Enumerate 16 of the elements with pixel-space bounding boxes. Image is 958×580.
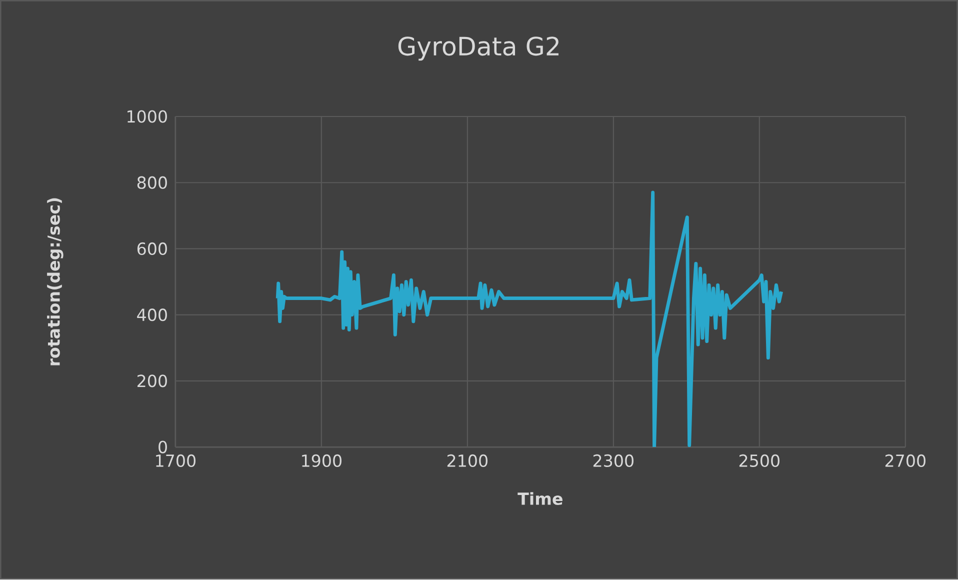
y-tick-label: 200 [138,374,167,388]
x-tick-label: 2300 [593,454,634,468]
y-tick-label: 400 [137,308,167,322]
x-tick-label: 1900 [302,454,342,468]
line-series [276,191,784,448]
x-tick-label: 2100 [447,454,488,468]
x-axis-title: Time [518,492,562,506]
y-axis-title: rotation(deg:/sec) [47,198,64,366]
y-tick-label: 800 [137,176,167,190]
y-tick-label: 600 [137,242,167,256]
y-tick-label: 0 [158,440,167,454]
x-tick-label: 2700 [885,454,926,468]
x-tick-label: 2500 [739,454,780,468]
x-tick-label: 1700 [156,454,196,468]
y-tick-label: 1000 [128,110,167,124]
chart-title: GyroData G2 [398,36,558,61]
